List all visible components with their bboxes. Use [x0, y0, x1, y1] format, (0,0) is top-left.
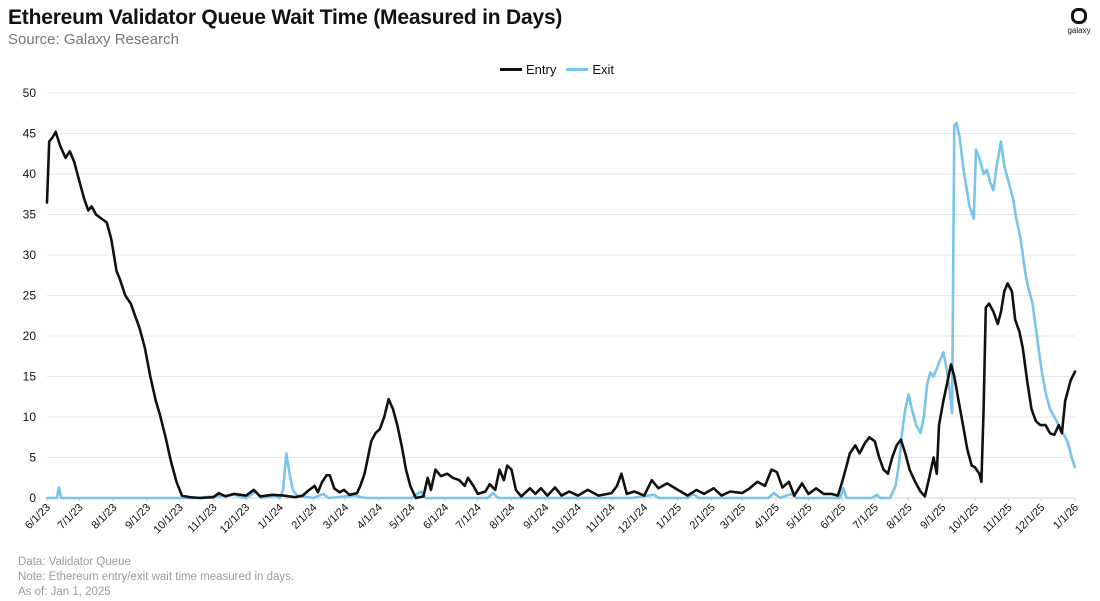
chart-title: Ethereum Validator Queue Wait Time (Meas…	[8, 6, 563, 29]
legend-label-exit: Exit	[592, 62, 615, 77]
series-line-exit	[45, 121, 1077, 500]
y-tick-label: 50	[23, 86, 37, 100]
footer-data-note: Data: Validator Queue	[18, 556, 131, 568]
legend-swatch-exit	[566, 68, 589, 71]
galaxy-logo-wordmark: galaxy	[1067, 26, 1091, 35]
legend-item-entry: Entry	[500, 62, 556, 77]
x-tick-label: 4/1/25	[752, 502, 782, 532]
x-tick-label: 2/1/24	[290, 502, 320, 532]
x-tick-label: 11/1/23	[186, 502, 220, 536]
x-tick-label: 10/1/24	[550, 502, 584, 536]
x-tick-label: 9/1/24	[521, 502, 551, 532]
x-tick-label: 10/1/23	[151, 502, 185, 536]
x-tick-label: 12/1/23	[218, 502, 252, 536]
chart-gridlines	[47, 92, 1075, 458]
x-tick-label: 5/1/24	[387, 502, 417, 532]
chart-subtitle: Source: Galaxy Research	[8, 31, 179, 48]
legend-item-exit: Exit	[566, 62, 614, 77]
y-tick-label: 25	[23, 289, 37, 303]
x-tick-label: 6/1/24	[421, 502, 451, 532]
y-tick-label: 45	[23, 127, 37, 141]
footer-as-of: As of: Jan 1, 2025	[18, 586, 111, 598]
x-tick-label: 8/1/25	[885, 502, 915, 532]
y-tick-label: 10	[23, 410, 37, 424]
y-tick-label: 15	[23, 370, 37, 384]
chart-legend: Entry Exit	[500, 62, 624, 77]
x-tick-label: 12/1/25	[1013, 502, 1047, 536]
x-tick-label: 7/1/24	[454, 502, 484, 532]
chart-series	[45, 121, 1077, 500]
x-tick-label: 3/1/25	[718, 502, 748, 532]
x-tick-label: 6/1/25	[818, 502, 848, 532]
y-tick-label: 5	[29, 451, 36, 465]
x-tick-label: 6/1/23	[23, 502, 53, 532]
x-tick-label: 12/1/24	[616, 502, 650, 536]
galaxy-logo: galaxy	[1060, 6, 1098, 35]
x-tick-label: 8/1/24	[488, 502, 518, 532]
x-tick-label: 8/1/23	[89, 502, 119, 532]
x-tick-label: 4/1/24	[355, 502, 385, 532]
x-tick-label: 5/1/25	[784, 502, 814, 532]
series-line-entry	[45, 130, 1077, 500]
x-tick-label: 7/1/25	[851, 502, 881, 532]
x-tick-label: 11/1/24	[584, 502, 618, 536]
footer-note: Note: Ethereum entry/exit wait time meas…	[18, 571, 295, 583]
y-tick-label: 40	[23, 167, 37, 181]
y-tick-label: 20	[23, 329, 37, 343]
x-tick-label: 1/1/26	[1051, 502, 1081, 532]
x-tick-label: 1/1/24	[256, 502, 286, 532]
galaxy-logo-icon	[1071, 8, 1087, 24]
y-axis: 0 5 10 15 20 25 30 35 40 45 50	[23, 86, 37, 505]
chart-footer: Data: Validator Queue Note: Ethereum ent…	[18, 555, 294, 600]
x-tick-label: 10/1/25	[947, 502, 981, 536]
x-tick-label: 7/1/23	[56, 502, 86, 532]
x-tick-label: 11/1/25	[981, 502, 1015, 536]
x-tick-label: 2/1/25	[688, 502, 718, 532]
y-tick-label: 30	[23, 248, 37, 262]
legend-label-entry: Entry	[526, 62, 557, 77]
x-tick-label: 1/1/25	[654, 502, 684, 532]
x-tick-label: 9/1/25	[918, 502, 948, 532]
y-tick-label: 0	[29, 491, 36, 505]
y-tick-label: 35	[23, 208, 37, 222]
x-tick-label: 9/1/23	[123, 502, 153, 532]
x-tick-label: 3/1/24	[321, 502, 351, 532]
legend-swatch-entry	[500, 68, 522, 71]
